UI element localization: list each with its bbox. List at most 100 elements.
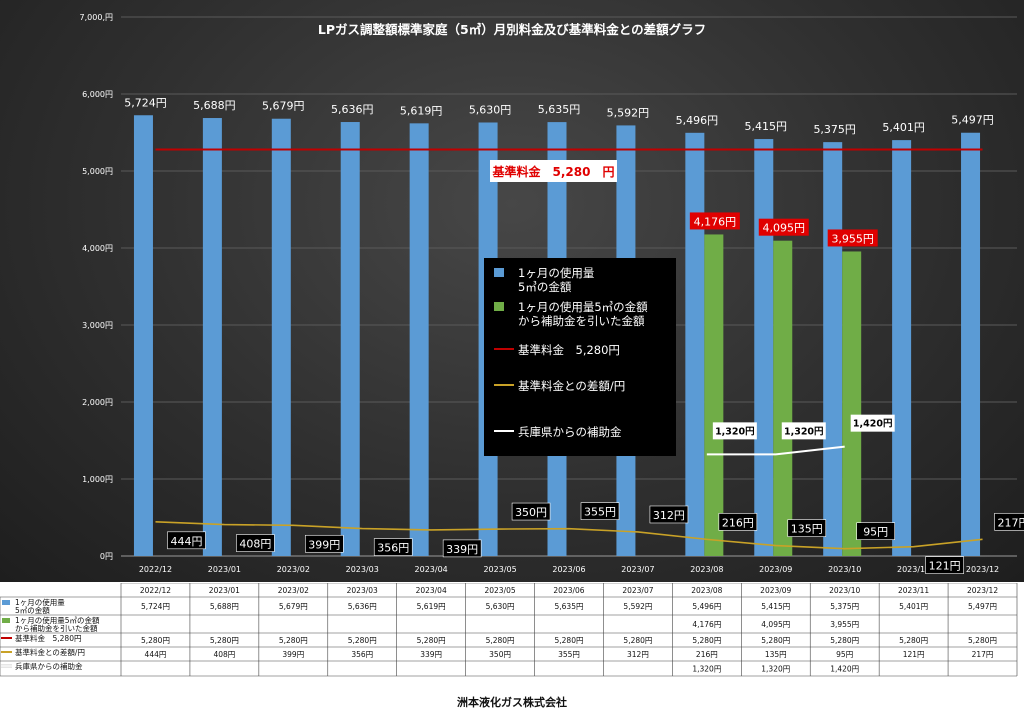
- table-header-cell: 2023/11: [898, 586, 929, 595]
- label-bg: [827, 229, 878, 247]
- label-bg: [511, 502, 551, 521]
- table-header-cell: 2023/01: [209, 586, 240, 595]
- bar-label-monthly-fee: 5,619円: [400, 104, 443, 117]
- table-cell: 5,592円: [623, 602, 652, 611]
- bar-monthly-fee: [961, 132, 981, 556]
- label-text: 3,955円: [831, 232, 874, 245]
- x-tick-label: 2023/12: [966, 565, 999, 574]
- bar-label-after-subsidy: 3,955円: [827, 229, 878, 247]
- table-cell: 5,415円: [761, 602, 790, 611]
- label-text: 121円: [929, 560, 961, 573]
- table-cell: 355円: [558, 650, 580, 659]
- table-cell: 121円: [903, 650, 925, 659]
- table-row-name: 基準料金との差額/円: [15, 647, 85, 657]
- bar-label-monthly-fee: 5,724円: [124, 96, 167, 109]
- bar-fee-after-subsidy: [842, 251, 862, 556]
- table-cell: 5,496円: [692, 602, 721, 611]
- table-cell: 5,375円: [830, 602, 859, 611]
- label-text: 4,176円: [694, 215, 737, 228]
- table-cell: 5,280円: [279, 636, 308, 645]
- subsidy-label: 1,320円: [781, 422, 826, 440]
- table-header-cell: 2023/07: [622, 586, 653, 595]
- y-tick-label: 5,000円: [82, 167, 113, 176]
- x-tick-label: 2022/12: [139, 565, 172, 574]
- label-bg: [305, 534, 344, 553]
- label-text: 399円: [308, 538, 340, 551]
- chart: 0円 1,000円 2,000円 3,000円 4,000円 5,000円 6,000円 7,…: [82, 16, 1024, 574]
- table-header-cell: 2023/06: [553, 586, 584, 595]
- x-tick-label: 2023/04: [415, 565, 448, 574]
- label-bg: [712, 422, 757, 440]
- label-text: 95円: [863, 526, 888, 539]
- x-tick-label: 2023/11: [897, 565, 930, 574]
- difference-label: 399円: [305, 534, 344, 553]
- table-cell: 1,320円: [692, 665, 721, 674]
- table-header-cell: 2023/12: [967, 586, 998, 595]
- bar-fee-after-subsidy: [704, 234, 724, 556]
- label-bg: [167, 531, 206, 550]
- table-header-cell: 2023/10: [829, 586, 860, 595]
- y-tick-label: 3,000円: [82, 321, 113, 330]
- table-row-name: から補助金を引いた金額: [15, 623, 98, 633]
- difference-label: 339円: [442, 539, 482, 558]
- table-cell: 5,497円: [968, 602, 997, 611]
- legend-swatch: [494, 302, 504, 311]
- bar-label-monthly-fee: 5,375円: [813, 123, 856, 136]
- legend: 1ヶ月の使用量5㎥の金額 1ヶ月の使用量5㎥の金額から補助金を引いた金額基準料金 …: [484, 258, 676, 456]
- label-bg: [442, 539, 482, 558]
- table-cell: 356円: [351, 650, 373, 659]
- table-cell: 5,635円: [555, 602, 584, 611]
- difference-label: 356円: [373, 538, 413, 556]
- x-tick-label: 2023/05: [483, 565, 516, 574]
- legend-label: 基準料金 5,280円: [518, 343, 620, 357]
- table-cell: 216円: [696, 650, 718, 659]
- table-cell: 5,280円: [486, 636, 515, 645]
- legend-label: 1ヶ月の使用量5㎥の金額: [518, 300, 648, 314]
- label-text: 350円: [515, 506, 547, 519]
- subsidy-line: [706, 445, 845, 456]
- table-cell: 1,420円: [830, 665, 859, 674]
- table-cell: 1,320円: [761, 665, 790, 674]
- difference-label: 312円: [649, 505, 689, 524]
- bar-label-monthly-fee: 5,636円: [331, 103, 374, 116]
- table-cell: 399円: [282, 650, 304, 659]
- legend-label: 1ヶ月の使用量: [518, 266, 594, 280]
- label-text: 355円: [584, 506, 616, 519]
- bar-label-after-subsidy: 4,095円: [758, 218, 809, 236]
- table-header-cell: 2023/09: [760, 586, 791, 595]
- label-bg: [787, 519, 827, 537]
- y-tick-label: 6,000円: [82, 90, 113, 99]
- table-header-cell: 2023/03: [347, 586, 378, 595]
- label-text: 135円: [791, 523, 823, 536]
- table-header-cell: 2023/02: [278, 586, 309, 595]
- difference-label: 350円: [511, 502, 551, 521]
- x-tick-label: 2023/03: [346, 565, 379, 574]
- table-cell: 4,176円: [692, 620, 721, 629]
- label-bg: [689, 212, 740, 230]
- label-text: 408円: [239, 538, 271, 551]
- subsidy-label: 1,320円: [712, 422, 757, 440]
- base-fee-annotation-text: 基準料金 5,280 円: [492, 164, 615, 179]
- difference-label: 217円: [994, 512, 1024, 531]
- label-bg: [850, 414, 895, 432]
- table-cell: 95円: [836, 650, 853, 659]
- label-text: 444円: [170, 535, 202, 548]
- table-row-name: 1ヶ月の使用量: [15, 597, 65, 607]
- table-header-cell: 2023/05: [484, 586, 515, 595]
- chart-title: LPガス調整額標準家庭（5㎥）月別料金及び基準料金との差額グラフ: [318, 22, 706, 37]
- difference-label: 216円: [718, 513, 758, 531]
- legend-label: 兵庫県からの補助金: [518, 425, 622, 439]
- chart-panel: 0円 1,000円 2,000円 3,000円 4,000円 5,000円 6,000円 7,…: [0, 0, 1024, 582]
- bar-label-monthly-fee: 5,401円: [882, 121, 925, 134]
- legend-label: 基準料金との差額/円: [518, 379, 625, 393]
- label-bg: [856, 522, 895, 540]
- table-cell: 5,280円: [555, 636, 584, 645]
- table-cell: 217円: [972, 650, 994, 659]
- label-text: 1,320円: [715, 426, 755, 437]
- x-tick-label: 2023/02: [277, 565, 310, 574]
- table-row-name: 兵庫県からの補助金: [15, 661, 83, 671]
- x-tick-label: 2023/08: [690, 565, 723, 574]
- table-row-name: 1ヶ月の使用量5㎥の金額: [15, 615, 100, 625]
- table-header-cell: 2022/12: [140, 586, 171, 595]
- label-bg: [718, 513, 758, 531]
